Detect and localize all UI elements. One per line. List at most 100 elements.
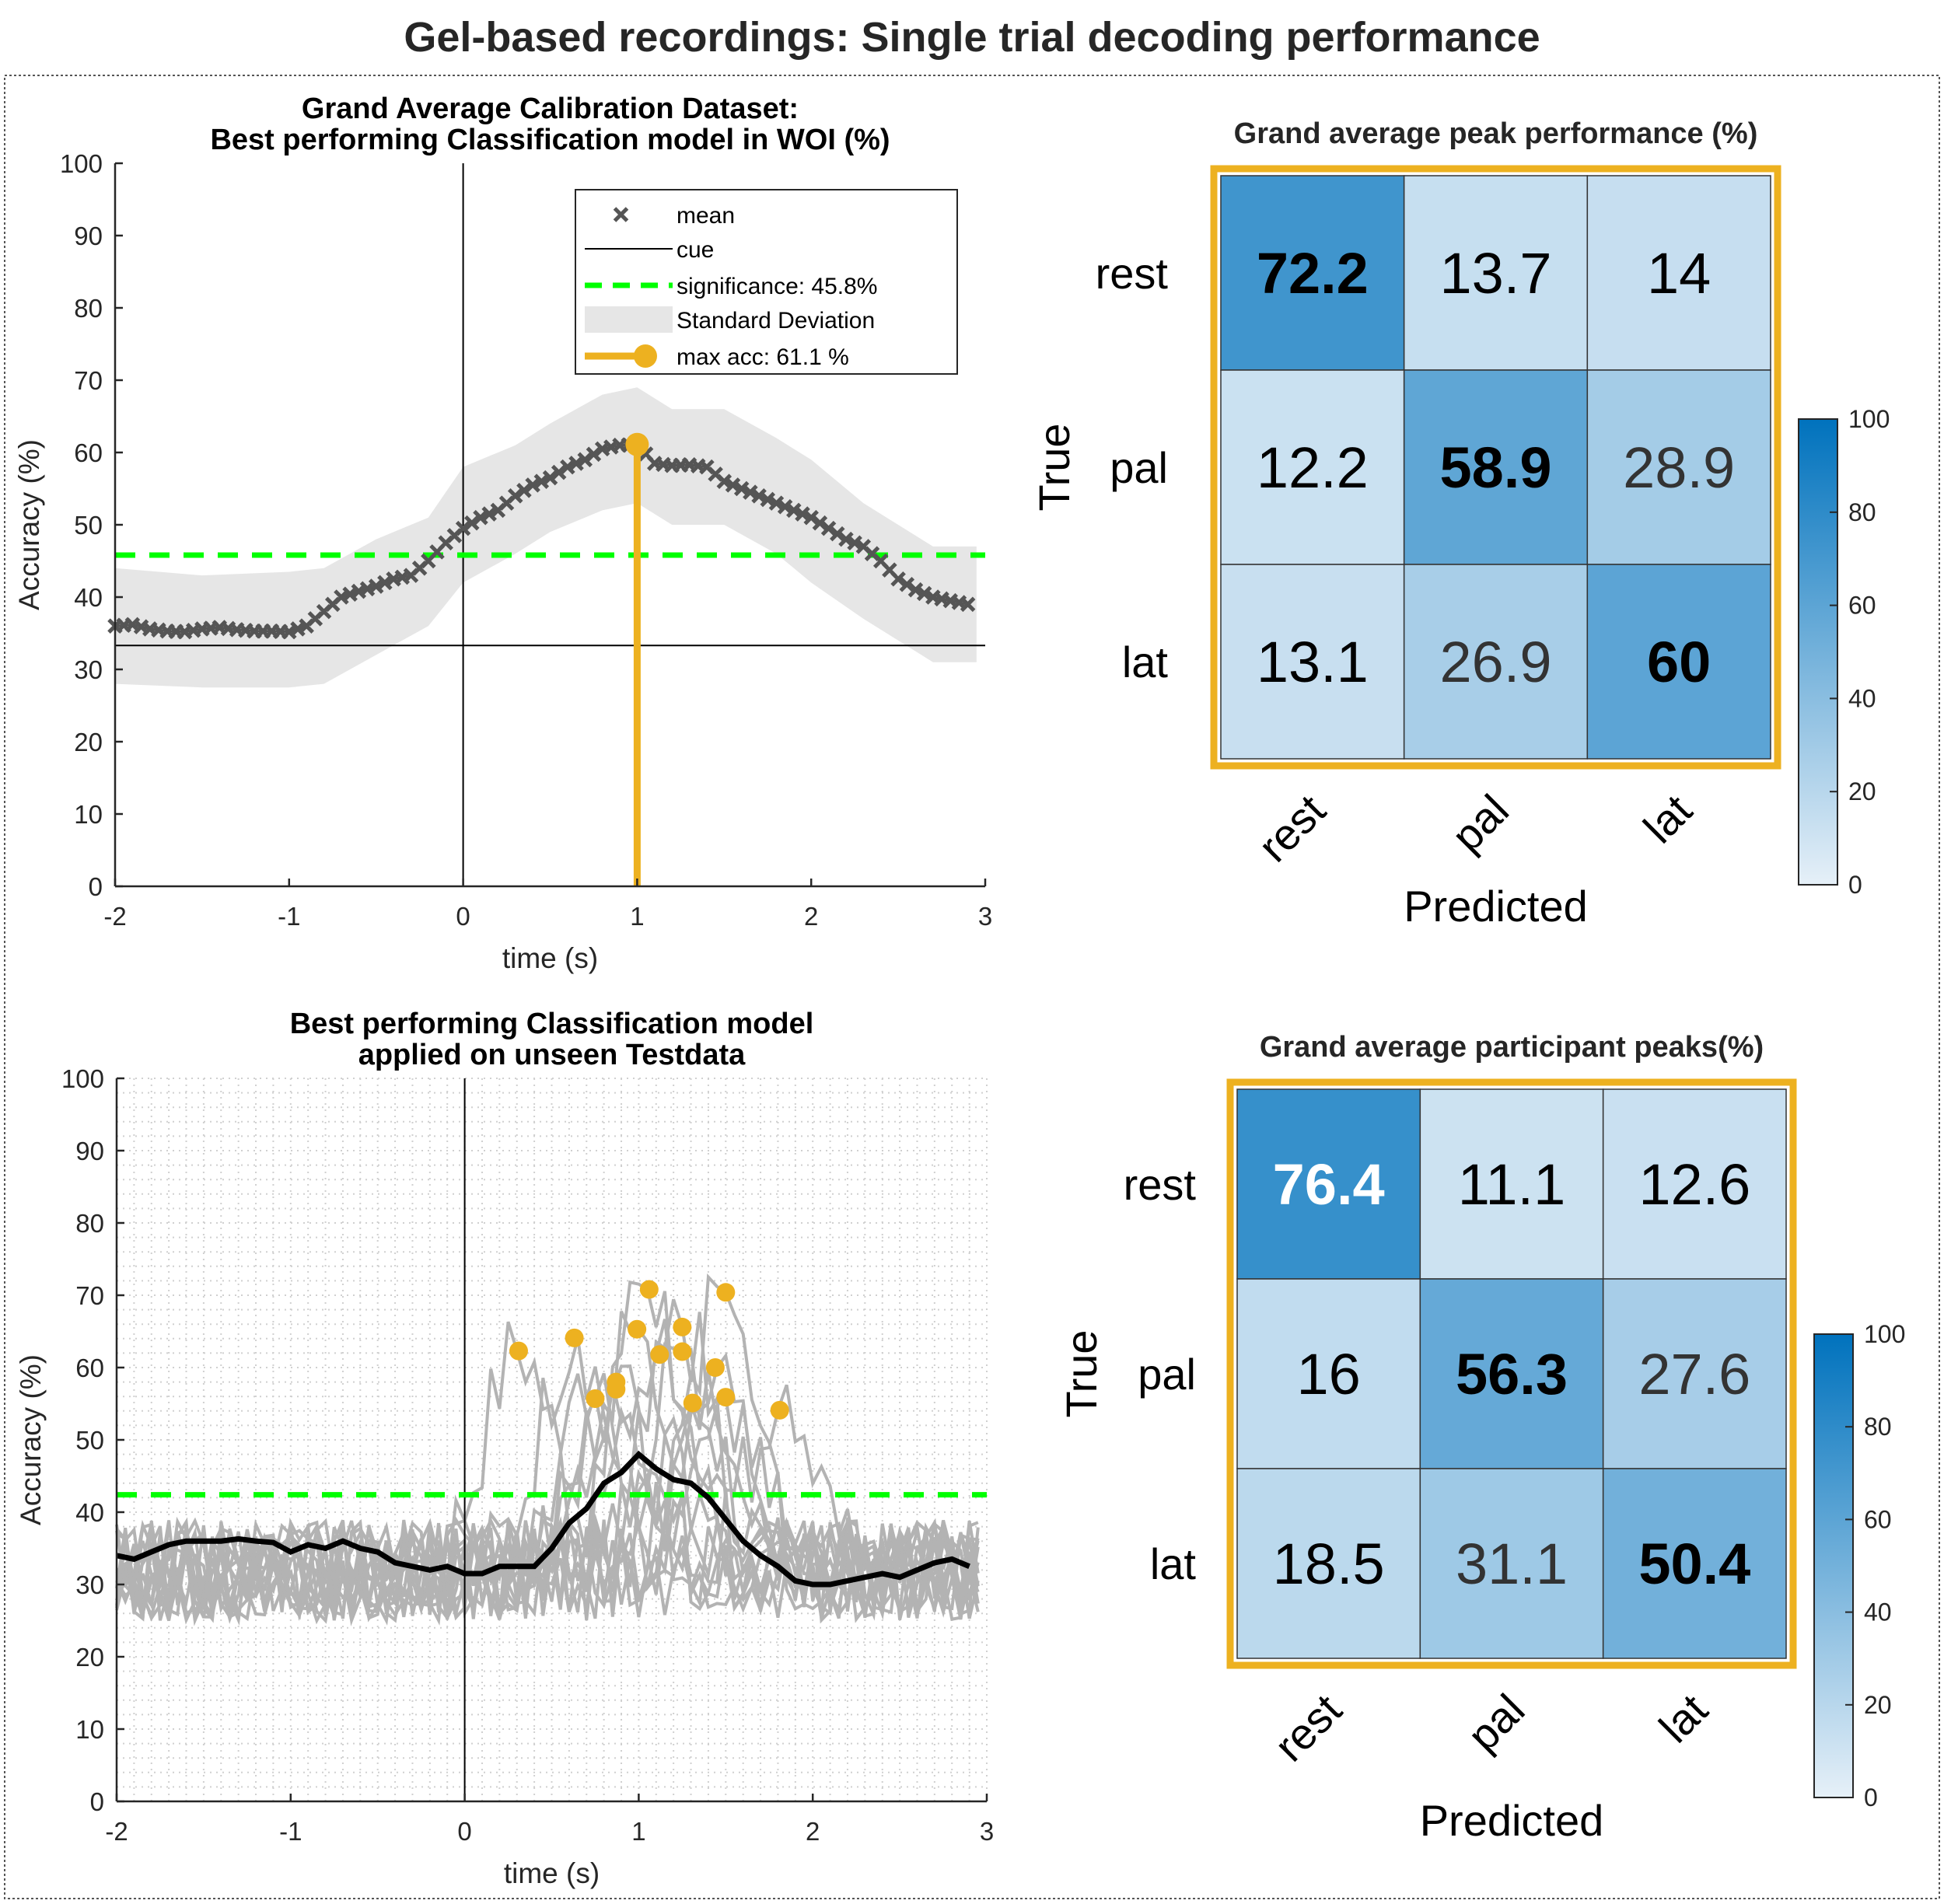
x-axis-label: time (s) [504, 1857, 600, 1889]
heatmap-cell-label: 60 [1647, 630, 1711, 694]
heatmap-cell-label: 56.3 [1456, 1342, 1568, 1406]
participant-peak-marker [565, 1328, 584, 1347]
colorbar-tick-label: 100 [1848, 405, 1890, 433]
y-tick-label: 50 [75, 1426, 104, 1455]
colorbar-tick-label: 80 [1864, 1413, 1892, 1441]
heatmap-cell [1586, 369, 1771, 565]
plot-title-line: Grand Average Calibration Dataset: [302, 93, 799, 125]
y-tick-label: 90 [74, 222, 103, 250]
confusion-matrix-peak: Grand average peak performance (%) 72.2 13… [1030, 117, 1890, 931]
heatmap-cell [1236, 1278, 1421, 1469]
x-tick-label: 1 [630, 902, 644, 931]
x-tick-label: 2 [806, 1817, 820, 1846]
x-tick-label: 1 [631, 1817, 645, 1846]
y-tick-label: 70 [74, 366, 103, 395]
colorbar-tick-label: 20 [1864, 1691, 1892, 1719]
x-tick-label: -2 [105, 1817, 128, 1846]
plot-title-line: applied on unseen Testdata [358, 1039, 746, 1071]
participant-peak-marker [705, 1358, 725, 1377]
max-acc-marker [625, 432, 649, 456]
legend-entry: Standard Deviation [677, 308, 875, 334]
heatmap-cell-label: 27.6 [1638, 1342, 1750, 1406]
legend-entry: cue [677, 237, 714, 263]
col-label: rest [1249, 785, 1335, 872]
heatmap-title: Grand average participant peaks(%) [1260, 1031, 1764, 1064]
heatmap-cell [1403, 564, 1589, 760]
plot-title-line: Best performing Classification model [290, 1008, 814, 1040]
participant-peak-marker [716, 1283, 736, 1302]
row-label: rest [1096, 249, 1169, 298]
legend-band-swatch [585, 306, 673, 333]
colorbar-tick-label: 40 [1848, 684, 1876, 712]
y-tick-label: 30 [75, 1570, 104, 1599]
confusion-matrix-participant: Grand average participant peaks(%) 76.4 11… [1057, 1031, 1905, 1845]
row-label: pal [1110, 443, 1168, 492]
x-axis-label: time (s) [502, 942, 598, 974]
heatmap-cell [1419, 1088, 1604, 1280]
participant-peak-marker [586, 1389, 605, 1408]
heatmap-cell-label: 18.5 [1273, 1532, 1385, 1596]
heatmap-cell [1419, 1278, 1604, 1469]
heatmap-cell [1403, 369, 1589, 565]
participant-peak-marker [770, 1400, 789, 1420]
plot-title-line: Best performing Classification model in … [210, 124, 890, 156]
col-label: pal [1458, 1685, 1533, 1760]
y-tick-label: 100 [60, 149, 103, 178]
legend-max-marker [634, 344, 657, 368]
y-tick-label: 10 [75, 1715, 104, 1744]
row-label: lat [1122, 638, 1169, 686]
heatmap-cell-label: 76.4 [1273, 1152, 1385, 1217]
col-label: lat [1634, 785, 1701, 853]
y-tick-label: 20 [75, 1643, 104, 1672]
mean-line [114, 443, 968, 634]
heatmap-cell-label: 12.2 [1257, 435, 1369, 500]
calibration-plot: Grand Average Calibration Dataset:Best p… [13, 93, 992, 974]
x-tick-label: 0 [456, 902, 470, 931]
participant-peak-marker [673, 1342, 692, 1361]
testdata-plot: Best performing Classification modelappl… [15, 1008, 994, 1889]
legend-entry: max acc: 61.1 % [677, 344, 849, 370]
heatmap-cell [1236, 1088, 1421, 1280]
colorbar-tick-label: 40 [1864, 1598, 1892, 1626]
highlight-frame [1226, 1078, 1797, 1669]
legend-entry: mean [677, 203, 735, 229]
participant-peak-marker [683, 1393, 702, 1413]
highlight-frame [1210, 165, 1781, 770]
std-band [115, 387, 977, 688]
heatmap-cell [1419, 1468, 1604, 1659]
y-tick-label: 50 [74, 511, 103, 540]
heatmap-cell [1586, 564, 1771, 760]
col-label: pal [1442, 785, 1518, 861]
heatmap-cell [1403, 175, 1589, 371]
y-tick-label: 70 [75, 1281, 104, 1310]
colorbar-tick-label: 60 [1864, 1505, 1892, 1533]
colorbar-tick-label: 80 [1848, 498, 1876, 526]
y-tick-label: 40 [74, 583, 103, 612]
y-tick-label: 60 [74, 438, 103, 467]
x-axis-label: Predicted [1420, 1796, 1604, 1845]
x-tick-label: -1 [278, 902, 300, 931]
colorbar [1813, 1333, 1854, 1798]
heatmap-cell [1220, 175, 1405, 371]
y-tick-label: 0 [90, 1787, 104, 1816]
heatmap-cell [1602, 1468, 1787, 1659]
figure-frame [4, 75, 1940, 1899]
heatmap-cell-label: 26.9 [1439, 630, 1551, 694]
heatmap-cell-label: 13.7 [1439, 241, 1551, 306]
colorbar-tick-label: 60 [1848, 592, 1876, 620]
x-tick-label: -1 [279, 1817, 302, 1846]
heatmap-title: Grand average peak performance (%) [1234, 117, 1758, 150]
y-tick-label: 20 [74, 728, 103, 756]
col-label: lat [1649, 1685, 1717, 1752]
colorbar-tick-label: 20 [1848, 777, 1876, 805]
x-tick-label: 2 [804, 902, 818, 931]
row-label: pal [1138, 1350, 1196, 1399]
figure-title: Gel-based recordings: Single trial decod… [404, 14, 1540, 61]
row-label: rest [1124, 1160, 1197, 1209]
heatmap-cell [1236, 1468, 1421, 1659]
y-tick-label: 80 [74, 294, 103, 323]
heatmap-cell-label: 28.9 [1623, 435, 1735, 500]
heatmap-cell-label: 58.9 [1439, 435, 1551, 500]
heatmap-cell-label: 72.2 [1257, 241, 1369, 306]
